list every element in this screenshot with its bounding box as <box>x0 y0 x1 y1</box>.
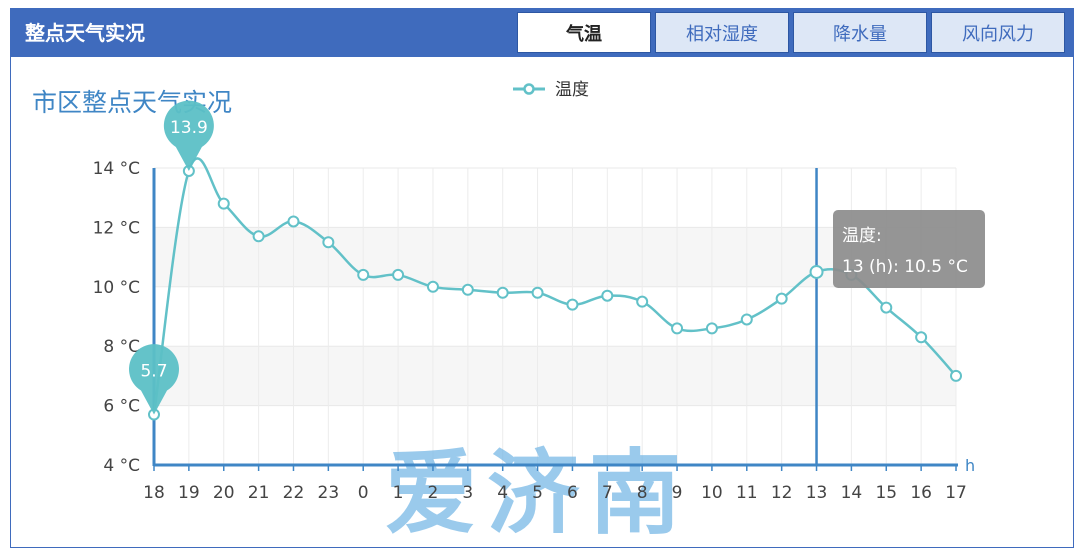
min-marker-pin <box>129 344 179 415</box>
data-point[interactable] <box>252 230 265 243</box>
x-tick-label: 6 <box>567 483 578 503</box>
data-point[interactable] <box>809 264 824 279</box>
y-tick-label: 6 °C <box>103 397 140 417</box>
plot-band <box>154 227 957 287</box>
max-marker-label: 13.9 <box>170 118 208 138</box>
panel-title: 整点天气实况 <box>25 21 145 45</box>
legend-marker <box>523 83 535 95</box>
tooltip-title: 温度: <box>842 226 882 246</box>
x-tick-label: 16 <box>910 483 932 503</box>
y-tick-label: 12 °C <box>93 218 140 238</box>
tooltip-box <box>833 210 985 288</box>
x-tick-label: 5 <box>532 483 543 503</box>
x-tick-label: 12 <box>771 483 793 503</box>
data-point[interactable] <box>705 322 718 335</box>
data-point[interactable] <box>636 295 649 308</box>
y-tick-label: 8 °C <box>103 337 140 357</box>
data-point[interactable] <box>426 280 439 293</box>
x-tick-label: 2 <box>428 483 439 503</box>
data-point[interactable] <box>950 369 963 382</box>
data-point[interactable] <box>880 301 893 314</box>
data-point[interactable] <box>601 289 614 302</box>
x-tick-label: 0 <box>358 483 369 503</box>
tab-precipitation[interactable]: 降水量 <box>793 12 927 53</box>
y-tick-label: 10 °C <box>93 278 140 298</box>
x-tick-label: 18 <box>143 483 165 503</box>
x-axis-label: h <box>965 456 975 475</box>
x-tick-label: 13 <box>806 483 828 503</box>
data-point[interactable] <box>461 283 474 296</box>
y-tick-label: 14 °C <box>93 159 140 179</box>
data-point[interactable] <box>217 197 230 210</box>
data-point[interactable] <box>287 215 300 228</box>
x-tick-label: 23 <box>318 483 340 503</box>
x-tick-label: 22 <box>283 483 305 503</box>
panel-header: 整点天气实况 气温 相对湿度 降水量 风向风力 <box>11 9 1073 57</box>
x-tick-label: 10 <box>701 483 723 503</box>
data-point[interactable] <box>740 313 753 326</box>
max-marker-pin <box>163 100 214 171</box>
watermark: 爱济南 <box>385 440 691 547</box>
tab-bar: 气温 相对湿度 降水量 风向风力 <box>517 12 1065 53</box>
x-tick-label: 14 <box>841 483 863 503</box>
x-tick-label: 7 <box>602 483 613 503</box>
x-tick-label: 15 <box>875 483 897 503</box>
y-tick-label: 4 °C <box>103 456 140 476</box>
plot-band <box>154 346 957 406</box>
tab-humidity[interactable]: 相对湿度 <box>655 12 789 53</box>
data-point[interactable] <box>496 286 509 299</box>
x-tick-label: 1 <box>393 483 404 503</box>
tooltip-text: 13 (h): 10.5 °C <box>842 257 968 277</box>
x-tick-label: 8 <box>637 483 648 503</box>
data-point[interactable] <box>775 292 788 305</box>
tab-wind[interactable]: 风向风力 <box>931 12 1065 53</box>
data-point[interactable] <box>915 331 928 344</box>
data-point[interactable] <box>531 286 544 299</box>
data-point[interactable] <box>322 236 335 249</box>
x-tick-label: 4 <box>497 483 508 503</box>
x-tick-label: 20 <box>213 483 235 503</box>
min-marker-label: 5.7 <box>140 362 167 382</box>
data-point[interactable] <box>357 268 370 281</box>
data-point[interactable] <box>566 298 579 311</box>
tab-temperature[interactable]: 气温 <box>517 12 651 53</box>
x-tick-label: 17 <box>945 483 967 503</box>
data-point[interactable] <box>671 322 684 335</box>
x-tick-label: 3 <box>462 483 473 503</box>
x-tick-label: 19 <box>178 483 200 503</box>
x-tick-label: 11 <box>736 483 758 503</box>
data-point[interactable] <box>392 268 405 281</box>
x-tick-label: 9 <box>672 483 683 503</box>
legend-label: 温度 <box>555 80 589 100</box>
x-tick-label: 21 <box>248 483 270 503</box>
